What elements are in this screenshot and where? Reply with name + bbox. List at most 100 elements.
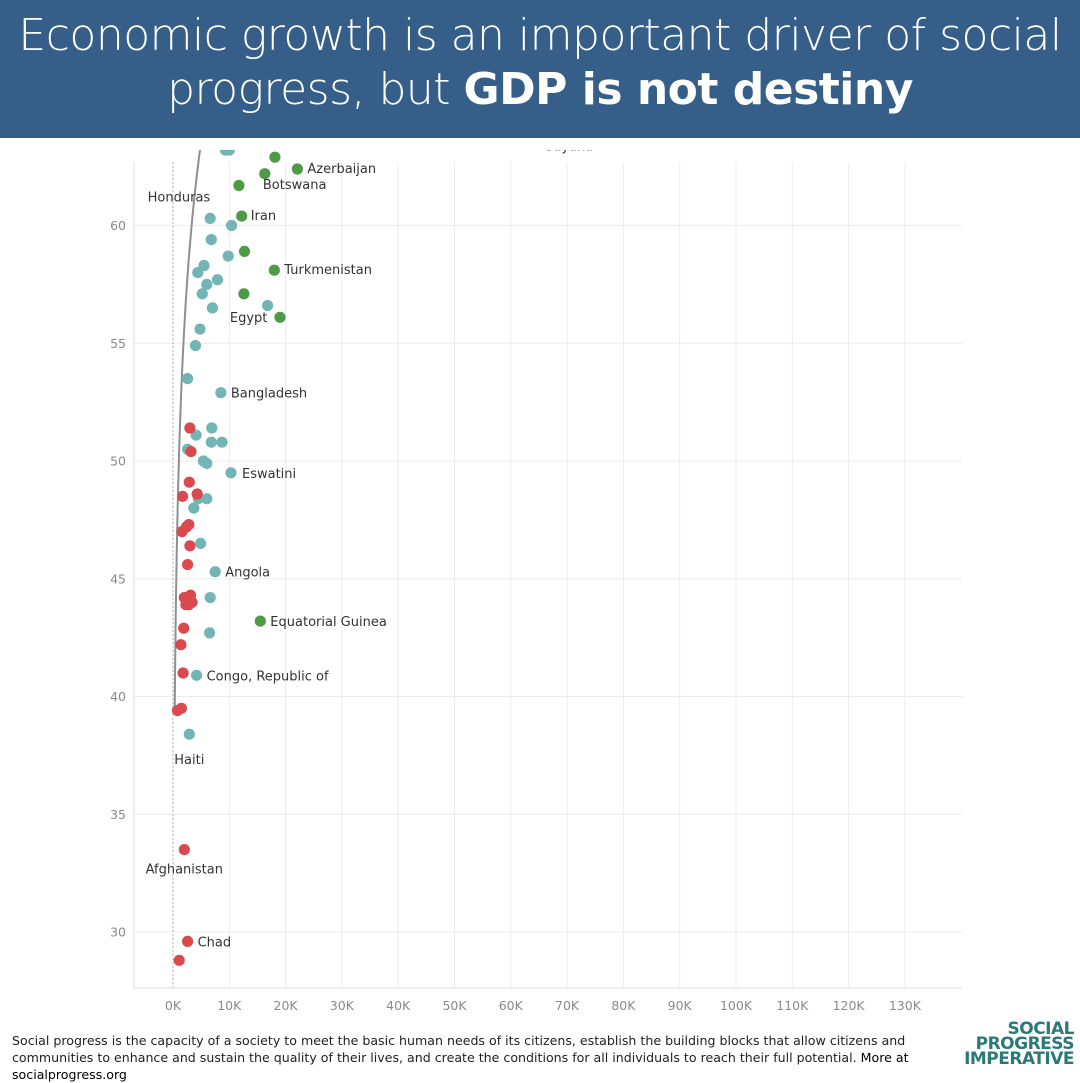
data-point xyxy=(180,521,193,533)
data-point xyxy=(206,422,218,434)
x-tick-label: 110K xyxy=(776,998,809,1013)
data-point xyxy=(226,219,238,232)
data-point xyxy=(222,250,234,262)
country-label: Botswana xyxy=(263,178,327,193)
data-point xyxy=(291,163,303,175)
data-point xyxy=(195,537,207,549)
x-tick-label: 50K xyxy=(442,998,467,1013)
x-tick-label: 40K xyxy=(386,998,411,1013)
country-label: Angola xyxy=(225,566,270,581)
x-tick-label: 20K xyxy=(274,998,299,1013)
data-point xyxy=(204,627,216,639)
data-point xyxy=(188,502,200,514)
data-point xyxy=(236,210,248,222)
data-point xyxy=(268,264,280,276)
data-point xyxy=(182,373,194,385)
data-point xyxy=(177,490,189,502)
data-point xyxy=(205,436,217,448)
data-point xyxy=(175,639,187,651)
country-label: Eswatini xyxy=(242,467,296,482)
data-point xyxy=(216,436,228,448)
data-point xyxy=(189,340,202,352)
data-point xyxy=(183,476,195,488)
data-point xyxy=(191,669,203,681)
data-point xyxy=(201,457,213,469)
x-tick-label: 30K xyxy=(330,998,355,1013)
data-point xyxy=(259,168,271,180)
data-point xyxy=(177,667,189,679)
x-tick-label: 100K xyxy=(720,998,753,1013)
data-point xyxy=(185,446,197,458)
data-point xyxy=(254,615,266,627)
data-point xyxy=(269,151,281,163)
title-line-1: Economic growth is an important driver o… xyxy=(18,10,1062,61)
data-point xyxy=(204,592,216,604)
data-point xyxy=(238,288,250,300)
data-point xyxy=(173,954,185,966)
data-point xyxy=(178,844,190,856)
data-point xyxy=(205,234,217,246)
country-label: Equatorial Guinea xyxy=(270,615,387,630)
country-label: Iran xyxy=(251,209,276,224)
data-point xyxy=(233,179,245,192)
data-point xyxy=(238,245,251,257)
title-line-2-bold: GDP is not destiny xyxy=(463,64,914,115)
data-point xyxy=(201,278,213,290)
footer-text: Social progress is the capacity of a soc… xyxy=(12,1033,906,1065)
x-tick-label: 70K xyxy=(555,998,580,1013)
country-label: Congo, Republic of xyxy=(207,669,329,684)
data-point xyxy=(183,599,195,611)
x-tick-label: 0K xyxy=(165,998,182,1013)
title-line-2-plain: progress, but xyxy=(167,64,464,115)
footer-description: Social progress is the capacity of a soc… xyxy=(12,1032,957,1083)
header-banner: Economic growth is an important driver o… xyxy=(0,0,1080,138)
social-progress-imperative-logo: SOCIAL PROGRESS IMPERATIVE xyxy=(962,1019,1075,1069)
y-tick-label: 40 xyxy=(110,689,126,704)
x-tick-label: 10K xyxy=(217,998,242,1013)
x-tick-label: 130K xyxy=(889,998,922,1013)
data-point xyxy=(274,311,286,323)
x-tick-label: 60K xyxy=(499,998,524,1013)
trend-curve xyxy=(173,150,201,715)
country-label: Chad xyxy=(198,935,232,950)
country-label: Haiti xyxy=(174,753,204,768)
y-tick-label: 50 xyxy=(110,454,126,469)
y-tick-label: 60 xyxy=(110,218,126,233)
data-point xyxy=(194,323,206,335)
title-line-2: progress, but GDP is not destiny xyxy=(0,64,1080,115)
data-point xyxy=(182,935,194,948)
country-label: Azerbaijan xyxy=(307,162,376,177)
y-tick-label: 45 xyxy=(110,571,126,586)
data-point xyxy=(215,387,227,399)
y-tick-label: 55 xyxy=(110,336,126,351)
data-point xyxy=(182,559,194,571)
country-label: Guyana xyxy=(543,150,593,155)
logo-line-1: SOCIAL xyxy=(1007,1019,1075,1039)
logo-line-3: IMPERATIVE xyxy=(964,1049,1074,1069)
x-tick-label: 120K xyxy=(833,998,866,1013)
footer-more-link[interactable]: More at socialprogress.org xyxy=(12,1050,909,1082)
data-point xyxy=(225,467,237,479)
data-point xyxy=(211,274,224,286)
data-point xyxy=(262,300,274,312)
x-tick-label: 80K xyxy=(611,998,636,1013)
y-tick-label: 30 xyxy=(110,925,126,940)
data-point xyxy=(204,212,216,224)
data-point xyxy=(178,622,190,634)
data-point xyxy=(192,267,204,279)
country-label: Afghanistan xyxy=(146,863,223,878)
data-point xyxy=(175,702,187,714)
data-point xyxy=(183,728,195,740)
data-point xyxy=(201,493,213,505)
y-tick-label: 35 xyxy=(110,807,126,822)
country-label: Honduras xyxy=(148,190,211,205)
data-point xyxy=(196,288,208,300)
country-label: Egypt xyxy=(230,311,268,326)
data-point xyxy=(206,302,218,314)
data-point xyxy=(184,422,196,434)
scatter-chart: 30354045505560657075808590950K10K20K30K4… xyxy=(110,150,962,1013)
data-point xyxy=(191,488,203,500)
logo-line-2: PROGRESS xyxy=(975,1034,1075,1054)
data-point xyxy=(209,566,221,578)
country-label: Bangladesh xyxy=(231,387,307,402)
